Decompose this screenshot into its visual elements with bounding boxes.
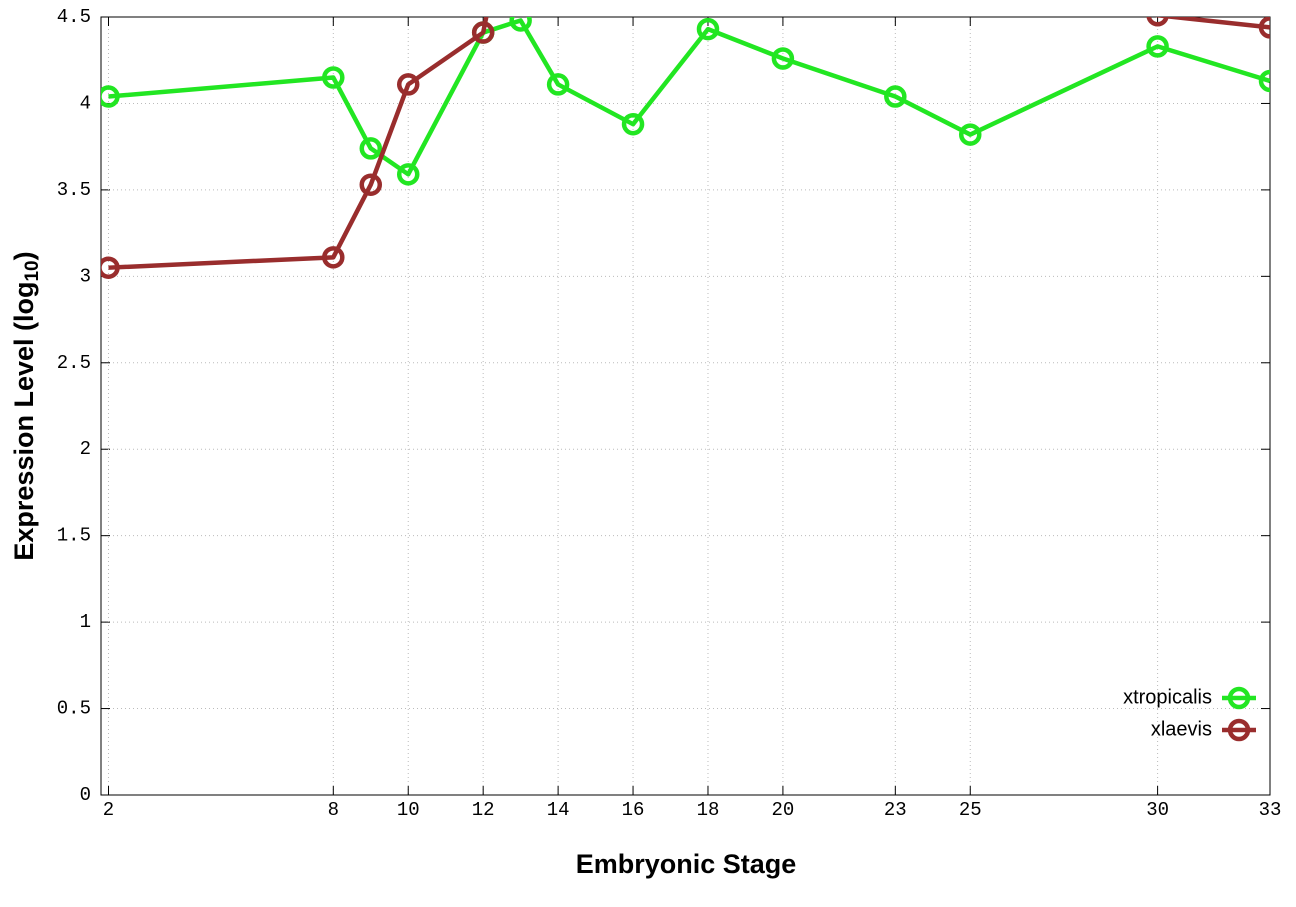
data-point [509, 17, 532, 32]
data-point [1258, 17, 1270, 39]
data-point [1146, 35, 1169, 58]
y-tick-label: 3 [80, 265, 91, 287]
plot-frame [100, 16, 1271, 796]
data-point [771, 47, 795, 70]
data-point [322, 66, 345, 89]
series-line [108, 17, 1270, 270]
data-point [621, 112, 645, 136]
legend-label: xlaevis [1151, 718, 1212, 740]
data-point [884, 85, 907, 108]
y-axis-label-main: Expression Level (log [9, 282, 39, 561]
y-tick-label: 3.5 [57, 179, 91, 201]
legend-marker [1227, 686, 1251, 710]
y-axis-label-end: ) [9, 251, 39, 260]
y-tick-label: 2.5 [57, 352, 91, 374]
y-tick-label: 2 [80, 438, 91, 460]
x-tick-label: 16 [622, 799, 645, 821]
data-point [359, 173, 383, 196]
x-tick-label: 20 [772, 799, 795, 821]
x-axis-label: Embryonic Stage [576, 849, 797, 879]
x-tick-label: 33 [1259, 799, 1282, 821]
data-point [546, 73, 570, 96]
data-point [101, 256, 120, 279]
y-axis-label: Expression Level (log10) [9, 251, 43, 560]
data-point [101, 85, 120, 108]
x-tick-label: 12 [472, 799, 495, 821]
y-tick-label: 1 [80, 611, 91, 633]
x-tick-label: 30 [1146, 799, 1169, 821]
y-tick-label: 4.5 [57, 6, 91, 28]
data-point [396, 73, 420, 96]
x-tick-label: 18 [697, 799, 720, 821]
legend-label: xtropicalis [1123, 686, 1212, 708]
y-tick-label: 0 [80, 784, 91, 806]
data-point [1258, 69, 1270, 93]
x-tick-label: 25 [959, 799, 982, 821]
x-tick-label: 10 [397, 799, 420, 821]
plot-area [101, 17, 1270, 279]
data-point [359, 137, 383, 160]
y-axis-label-sub: 10 [22, 260, 43, 281]
data-point [322, 246, 345, 269]
legend-marker [1227, 718, 1251, 742]
data-point [1146, 17, 1169, 27]
x-tick-label: 14 [547, 799, 570, 821]
data-point [696, 17, 720, 41]
y-tick-label: 4 [80, 92, 91, 114]
data-point [396, 163, 420, 186]
y-tick-label: 0.5 [57, 698, 91, 720]
x-tick-label: 8 [328, 799, 339, 821]
x-tick-label: 23 [884, 799, 907, 821]
data-point [471, 21, 495, 44]
y-tick-label: 1.5 [57, 525, 91, 547]
x-tick-label: 2 [103, 799, 114, 821]
data-point [959, 123, 982, 146]
